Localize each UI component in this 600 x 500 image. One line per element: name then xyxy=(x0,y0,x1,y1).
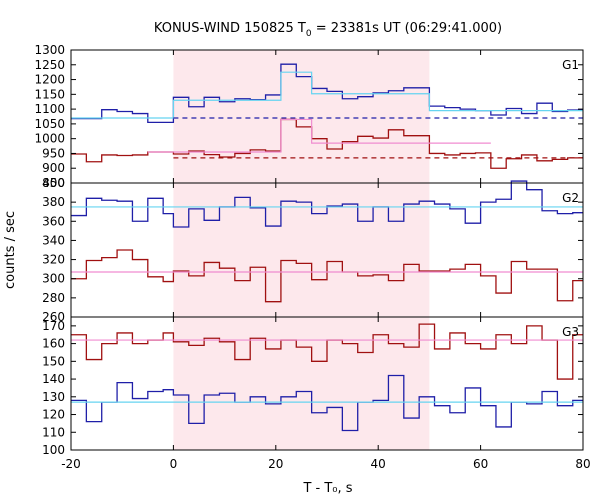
y-tick-label: 400 xyxy=(42,176,65,190)
y-tick-label: 300 xyxy=(42,272,65,286)
chart-title-prefix: KONUS-WIND 150825 T xyxy=(154,21,306,36)
y-tick-label: 1300 xyxy=(34,43,65,57)
x-tick-label: -20 xyxy=(61,457,81,471)
x-tick-label: 20 xyxy=(268,457,283,471)
x-tick-label: 0 xyxy=(170,457,178,471)
x-axis-label: T - T₀, s xyxy=(302,481,352,496)
y-tick-label: 130 xyxy=(42,390,65,404)
panel-label: G2 xyxy=(562,191,579,205)
chart-title: KONUS-WIND 150825 T0 = 23381s UT (06:29:… xyxy=(154,21,502,39)
y-tick-label: 1250 xyxy=(34,58,65,72)
y-tick-label: 950 xyxy=(42,146,65,160)
x-tick-label: 60 xyxy=(473,457,488,471)
y-tick-label: 1050 xyxy=(34,117,65,131)
y-tick-label: 280 xyxy=(42,291,65,305)
y-tick-label: 260 xyxy=(42,310,65,324)
y-tick-label: 340 xyxy=(42,233,65,247)
chart-title-subscript: 0 xyxy=(306,29,312,39)
y-tick-label: 380 xyxy=(42,195,65,209)
y-axis-label: counts / sec xyxy=(3,211,18,289)
panel-frame xyxy=(70,316,584,451)
y-tick-label: 170 xyxy=(42,319,65,333)
y-tick-label: 320 xyxy=(42,253,65,267)
series-blue-counts xyxy=(71,374,583,432)
y-tick-label: 150 xyxy=(42,354,65,368)
x-tick-label: 80 xyxy=(575,457,590,471)
series-pink-fit xyxy=(147,118,491,153)
panel-label: G3 xyxy=(562,325,579,339)
y-tick-label: 110 xyxy=(42,425,65,439)
y-tick-label: 100 xyxy=(42,443,65,457)
series-cyan-fit xyxy=(71,71,583,119)
panel-g3: 100 110 120 130 140 150 160 170 G3 xyxy=(42,316,584,457)
y-tick-label: 1000 xyxy=(34,132,65,146)
series-blue-counts xyxy=(71,180,583,228)
burst-interval-highlight xyxy=(173,50,430,450)
panel-label: G1 xyxy=(562,58,579,72)
x-tick-label: 40 xyxy=(371,457,386,471)
y-tick-label: 140 xyxy=(42,372,65,386)
y-tick-label: 120 xyxy=(42,408,65,422)
y-tick-label: 900 xyxy=(42,161,65,175)
y-tick-label: 360 xyxy=(42,214,65,228)
y-tick-label: 1100 xyxy=(34,102,65,116)
y-tick-label: 160 xyxy=(42,337,65,351)
chart-title-suffix: = 23381s UT (06:29:41.000) xyxy=(312,21,502,36)
series-red-counts xyxy=(71,323,583,380)
series-red-counts xyxy=(71,249,583,303)
y-tick-label: 1200 xyxy=(34,73,65,87)
y-tick-label: 850 xyxy=(42,176,65,190)
y-tick-label: 1150 xyxy=(34,87,65,101)
